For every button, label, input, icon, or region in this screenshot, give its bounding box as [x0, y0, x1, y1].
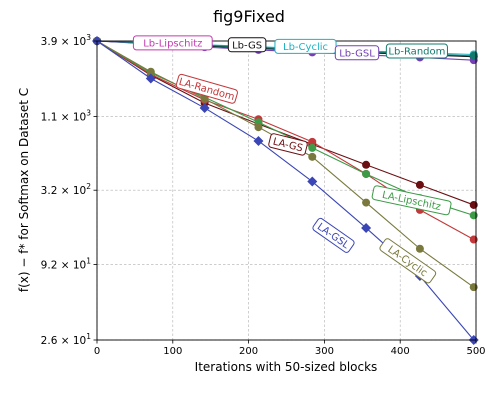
series-la-lipschitz: [93, 37, 478, 220]
data-point: [469, 200, 478, 209]
x-ticks: 0 100 200 300 400 500: [94, 340, 486, 357]
data-point: [254, 123, 263, 132]
x-tick-label: 100: [163, 346, 182, 357]
annotation-box: [132, 35, 213, 51]
data-point: [308, 152, 317, 161]
y-axis-label: f(x) − f* for Softmax on Dataset C: [17, 88, 31, 292]
data-point: [253, 135, 264, 146]
y-tick-label: 3.2 × 102: [41, 182, 92, 197]
x-axis-label: Iterations with 50-sized blocks: [195, 360, 378, 374]
series-la-random: [93, 37, 478, 209]
annotation-box: [227, 37, 267, 53]
annotation-box: [385, 43, 448, 59]
data-point: [308, 137, 317, 146]
annotation-label: Lb-GS: [232, 40, 262, 51]
annotation-la-cyclic: LA-Cyclic: [379, 238, 437, 284]
data-point: [415, 180, 424, 189]
data-point: [361, 222, 372, 233]
x-tick-label: 0: [94, 346, 100, 357]
annotation-box: [175, 73, 238, 104]
y-ticks: 2.6 × 101 9.2 × 101 3.2 × 102 1.1 × 103 3.9 …: [41, 33, 97, 347]
data-point: [146, 67, 155, 76]
grid-lines: [96, 40, 477, 341]
chart-title: fig9Fixed: [213, 7, 285, 26]
data-point: [469, 235, 478, 244]
data-point: [199, 102, 210, 113]
data-point: [200, 94, 209, 103]
data-point: [469, 283, 478, 292]
plot-area: [92, 36, 479, 345]
annotations: Lb-Lipschitz Lb-GS Lb-Cyclic Lb-GSL Lb-Rando…: [132, 35, 452, 284]
x-tick-label: 300: [315, 346, 334, 357]
annotation-box: [268, 133, 308, 156]
annotation-box: [371, 185, 452, 216]
annotation-lb-gsl: Lb-GSL: [334, 45, 380, 61]
y-tick-label: 9.2 × 101: [41, 257, 92, 272]
annotation-label: Lb-Cyclic: [283, 42, 328, 53]
annotation-label: Lb-GSL: [339, 48, 375, 59]
data-point: [469, 211, 478, 220]
annotation-la-gsl: LA-GSL: [312, 217, 355, 253]
x-tick-label: 500: [466, 346, 485, 357]
annotation-box: [379, 238, 437, 284]
annotation-lb-gs: Lb-GS: [227, 37, 267, 53]
data-point: [362, 169, 371, 178]
data-point: [415, 244, 424, 253]
data-point: [308, 143, 317, 152]
annotation-la-lipschitz: LA-Lipschitz: [371, 185, 452, 216]
series-line: [96, 40, 474, 206]
data-point: [362, 198, 371, 207]
x-tick-label: 200: [239, 346, 258, 357]
annotation-lb-cyclic: Lb-Cyclic: [274, 38, 337, 54]
x-tick-label: 400: [391, 346, 410, 357]
series-la-gsl: [92, 36, 479, 345]
data-point: [307, 176, 318, 187]
y-tick-label: 3.9 × 103: [41, 33, 92, 48]
annotation-la-gs: LA-GS: [268, 133, 308, 156]
annotation-box: [334, 45, 380, 61]
annotation-label: Lb-Lipschitz: [143, 39, 202, 50]
annotation-lb-lipschitz: Lb-Lipschitz: [132, 35, 213, 51]
data-point: [362, 160, 371, 169]
y-tick-label: 1.1 × 103: [41, 109, 92, 124]
series-line: [96, 40, 474, 216]
data-point: [145, 73, 156, 84]
data-point: [469, 51, 478, 60]
annotation-label: Lb-Random: [388, 47, 445, 58]
y-tick-label: 2.6 × 101: [41, 332, 92, 347]
annotation-lb-random: Lb-Random: [385, 43, 448, 59]
annotation-box: [312, 217, 355, 253]
